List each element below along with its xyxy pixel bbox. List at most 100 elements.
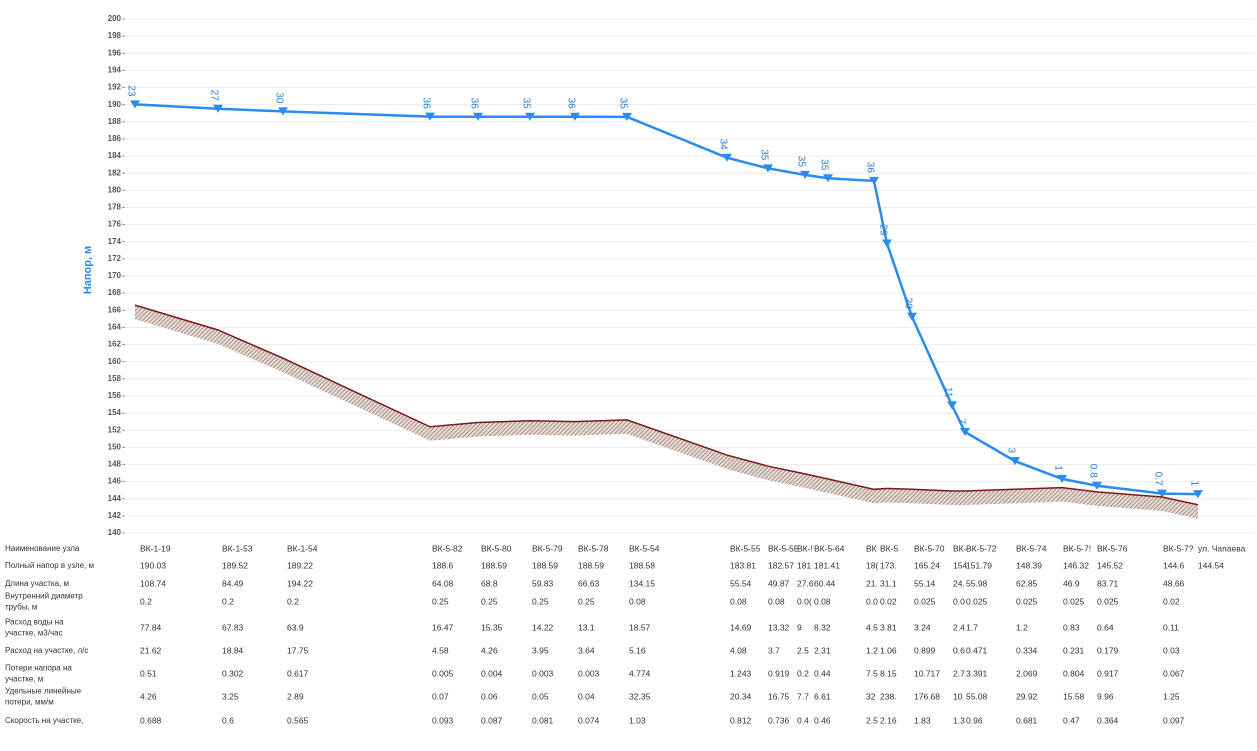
point-marker bbox=[278, 107, 288, 116]
point-marker bbox=[473, 112, 483, 121]
table-cell: 64.08 bbox=[432, 578, 454, 588]
table-cell: 1.25 bbox=[1163, 691, 1180, 701]
row-label: Расход воды на bbox=[5, 618, 64, 627]
table-cell: 0.804 bbox=[1063, 668, 1085, 678]
table-cell: 83.71 bbox=[1097, 578, 1119, 588]
table-cell: 84.49 bbox=[222, 578, 244, 588]
table-cell: 20.34 bbox=[730, 691, 752, 701]
table-cell: 0.919 bbox=[768, 668, 790, 678]
y-tick-label: 168 bbox=[108, 288, 122, 297]
table-cell: 29.92 bbox=[1016, 691, 1038, 701]
table-cell: ВК-1-54 bbox=[287, 543, 318, 553]
point-marker bbox=[907, 312, 917, 321]
row-label: Наименование узла bbox=[5, 544, 80, 553]
table-cell: 0.83 bbox=[1063, 622, 1080, 632]
table-cell: 0.02 bbox=[880, 596, 897, 606]
point-marker bbox=[869, 176, 879, 185]
table-cell: 18.57 bbox=[629, 622, 651, 632]
table-cell: 59.83 bbox=[532, 578, 554, 588]
table-cell: 16.47 bbox=[432, 622, 454, 632]
table-cell: 0.05 bbox=[532, 691, 549, 701]
point-annotation: 1 bbox=[1188, 481, 1199, 487]
table-cell: 146.32 bbox=[1063, 560, 1089, 570]
table-cell: 1.03 bbox=[629, 715, 646, 725]
table-cell: 2.31 bbox=[814, 645, 831, 655]
table-cell: 8.32 bbox=[814, 622, 831, 632]
table-cell: 48.66 bbox=[1163, 578, 1185, 588]
table-cell: 55.14 bbox=[914, 578, 936, 588]
table-cell: 14.22 bbox=[532, 622, 554, 632]
table-cell: 2.16 bbox=[880, 715, 897, 725]
table-cell: 0.2 bbox=[140, 596, 152, 606]
point-marker bbox=[947, 401, 957, 410]
table-cell: 0.025 bbox=[1063, 596, 1085, 606]
point-annotation: 0.7 bbox=[1152, 472, 1163, 486]
y-tick-label: 198 bbox=[108, 31, 122, 40]
table-cell: 0.364 bbox=[1097, 715, 1119, 725]
y-tick-label: 172 bbox=[108, 254, 122, 263]
y-tick-label: 180 bbox=[108, 185, 122, 194]
point-marker bbox=[425, 112, 435, 121]
point-marker bbox=[763, 164, 773, 173]
table-cell: ВК-5-74 bbox=[1016, 543, 1047, 553]
table-cell: 0.47 bbox=[1063, 715, 1080, 725]
table-cell: 18.84 bbox=[222, 645, 244, 655]
table-cell: ВК-5-76 bbox=[1097, 543, 1128, 553]
table-cell: 181 bbox=[797, 560, 811, 570]
row-label: Внутренний диаметр bbox=[5, 592, 83, 601]
table-cell: 0.681 bbox=[1016, 715, 1038, 725]
y-tick-label: 166 bbox=[108, 305, 122, 314]
table-cell: ВК-5-72 bbox=[966, 543, 997, 553]
table-cell: 62.85 bbox=[1016, 578, 1038, 588]
y-tick-label: 152 bbox=[108, 425, 122, 434]
table-cell: 0.08 bbox=[814, 596, 831, 606]
table-cell: 17.75 bbox=[287, 645, 309, 655]
table-cell: 24. bbox=[953, 578, 965, 588]
y-tick-label: 194 bbox=[108, 66, 122, 75]
table-cell: ВК-5-70 bbox=[914, 543, 945, 553]
point-annotation: 36 bbox=[420, 98, 431, 110]
table-cell: 66.63 bbox=[578, 578, 600, 588]
table-cell: 6.61 bbox=[814, 691, 831, 701]
table-cell: 55.08 bbox=[966, 691, 988, 701]
row-label: трубы, м bbox=[5, 603, 37, 612]
table-cell: 194.22 bbox=[287, 578, 313, 588]
table-cell: 4.26 bbox=[140, 691, 157, 701]
table-cell: 2.7 bbox=[953, 668, 965, 678]
table-cell: 16.75 bbox=[768, 691, 790, 701]
table-cell: 0.025 bbox=[914, 596, 936, 606]
y-tick-label: 142 bbox=[108, 511, 122, 520]
table-cell: 0.02 bbox=[1163, 596, 1180, 606]
point-marker bbox=[570, 112, 580, 121]
table-cell: 0.11 bbox=[1163, 622, 1179, 632]
table-cell: 190.03 bbox=[140, 560, 166, 570]
point-marker bbox=[722, 153, 732, 162]
point-marker bbox=[1193, 490, 1203, 499]
row-label: участке, м3/час bbox=[5, 629, 63, 638]
table-cell: 1.83 bbox=[914, 715, 931, 725]
table-cell: 2.5 bbox=[797, 645, 809, 655]
point-marker bbox=[622, 112, 632, 121]
y-tick-label: 144 bbox=[108, 494, 122, 503]
table-cell: 0.565 bbox=[287, 715, 309, 725]
table-cell: 32.35 bbox=[629, 691, 651, 701]
table-cell: 63.9 bbox=[287, 622, 304, 632]
point-marker bbox=[213, 104, 223, 113]
row-label: Удельные линейные bbox=[5, 687, 82, 696]
row-label: Скорость на участке, bbox=[5, 716, 83, 725]
table-cell: 0.025 bbox=[1016, 596, 1038, 606]
table-cell: 5.16 bbox=[629, 645, 646, 655]
point-annotation: 27 bbox=[208, 90, 219, 102]
point-marker bbox=[1092, 481, 1102, 490]
table-cell: 182.57 bbox=[768, 560, 794, 570]
table-cell: 189.52 bbox=[222, 560, 248, 570]
row-label: Расход на участке, л/с bbox=[5, 646, 88, 655]
table-cell: 154 bbox=[953, 560, 967, 570]
table-cell: 77.84 bbox=[140, 622, 162, 632]
point-annotation: 35 bbox=[758, 149, 769, 161]
table-cell: 0.179 bbox=[1097, 645, 1119, 655]
table-cell: 15.35 bbox=[481, 622, 503, 632]
table-cell: 0.04 bbox=[578, 691, 595, 701]
table-cell: ВК-1-53 bbox=[222, 543, 253, 553]
table-cell: 2.4 bbox=[953, 622, 965, 632]
